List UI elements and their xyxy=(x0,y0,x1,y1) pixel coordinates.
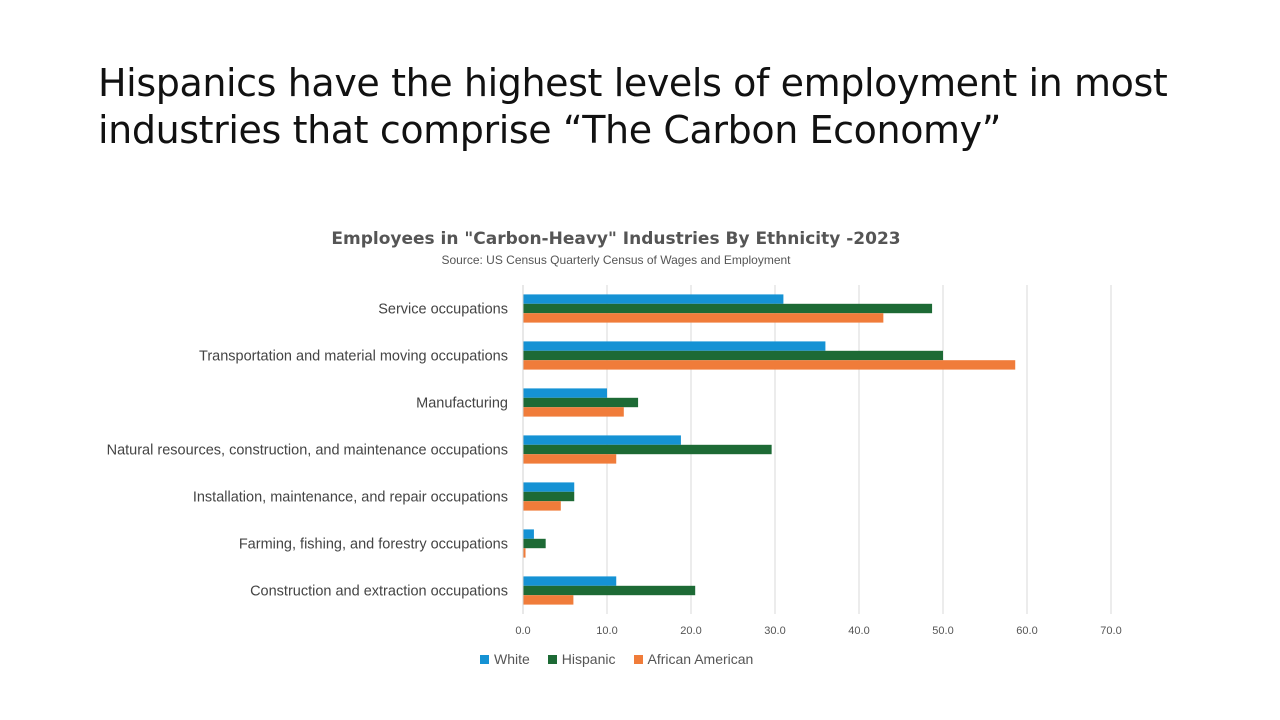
slide-title-line-1: Hispanics have the highest levels of emp… xyxy=(98,61,1168,105)
legend-label-white: White xyxy=(494,651,530,667)
bar-white xyxy=(523,388,607,398)
bar-african-american xyxy=(523,548,526,558)
bar-african-american xyxy=(523,313,884,323)
x-tick-label: 20.0 xyxy=(680,625,701,637)
legend-label-hispanic: Hispanic xyxy=(561,651,616,667)
category-label: Natural resources, construction, and mai… xyxy=(107,443,508,459)
legend-swatch-hispanic xyxy=(547,654,557,664)
bar-african-american xyxy=(523,501,561,511)
x-tick-label: 0.0 xyxy=(515,625,530,637)
legend-item-african-american: African American xyxy=(633,651,754,667)
slide-title: Hispanics have the highest levels of emp… xyxy=(98,60,1178,154)
legend-swatch-white xyxy=(480,654,489,664)
x-tick-label: 40.0 xyxy=(848,625,869,637)
bar-african-american xyxy=(523,407,624,417)
legend-item-white: White xyxy=(480,651,530,667)
chart-subtitle: Source: US Census Quarterly Census of Wa… xyxy=(441,253,791,267)
legend-swatch-african-american xyxy=(633,654,643,664)
x-tick-label: 60.0 xyxy=(1016,625,1037,637)
chart-title: Employees in "Carbon-Heavy" Industries B… xyxy=(331,229,901,249)
bar-white xyxy=(523,341,826,351)
legend-item-hispanic: Hispanic xyxy=(547,651,616,667)
bar-hispanic xyxy=(523,491,575,502)
slide-title-line-2: industries that comprise “The Carbon Eco… xyxy=(98,108,1002,152)
x-tick-label: 30.0 xyxy=(764,625,785,637)
x-tick-label: 10.0 xyxy=(596,625,617,637)
bar-hispanic xyxy=(523,585,696,596)
x-tick-label: 70.0 xyxy=(1100,625,1121,637)
category-label: Construction and extraction occupations xyxy=(250,584,508,600)
bar-white xyxy=(523,482,575,492)
bar-hispanic xyxy=(523,538,546,549)
legend-label-african-american: African American xyxy=(647,651,754,667)
category-label: Service occupations xyxy=(378,302,508,318)
bar-hispanic xyxy=(523,303,933,314)
category-label: Transportation and material moving occup… xyxy=(199,349,508,365)
bar-hispanic xyxy=(523,444,772,455)
bar-white xyxy=(523,435,681,445)
bar-white xyxy=(523,294,784,304)
bar-hispanic xyxy=(523,397,639,408)
bar-white xyxy=(523,529,534,539)
bar-hispanic xyxy=(523,350,943,361)
bar-african-american xyxy=(523,454,617,464)
bar-african-american xyxy=(523,360,1016,370)
chart-legend: White Hispanic African American xyxy=(480,650,753,668)
category-label: Farming, fishing, and forestry occupatio… xyxy=(239,537,508,553)
x-tick-label: 50.0 xyxy=(932,625,953,637)
category-label: Manufacturing xyxy=(416,396,508,412)
category-label: Installation, maintenance, and repair oc… xyxy=(193,490,508,506)
bar-african-american xyxy=(523,595,574,605)
bar-white xyxy=(523,576,617,586)
